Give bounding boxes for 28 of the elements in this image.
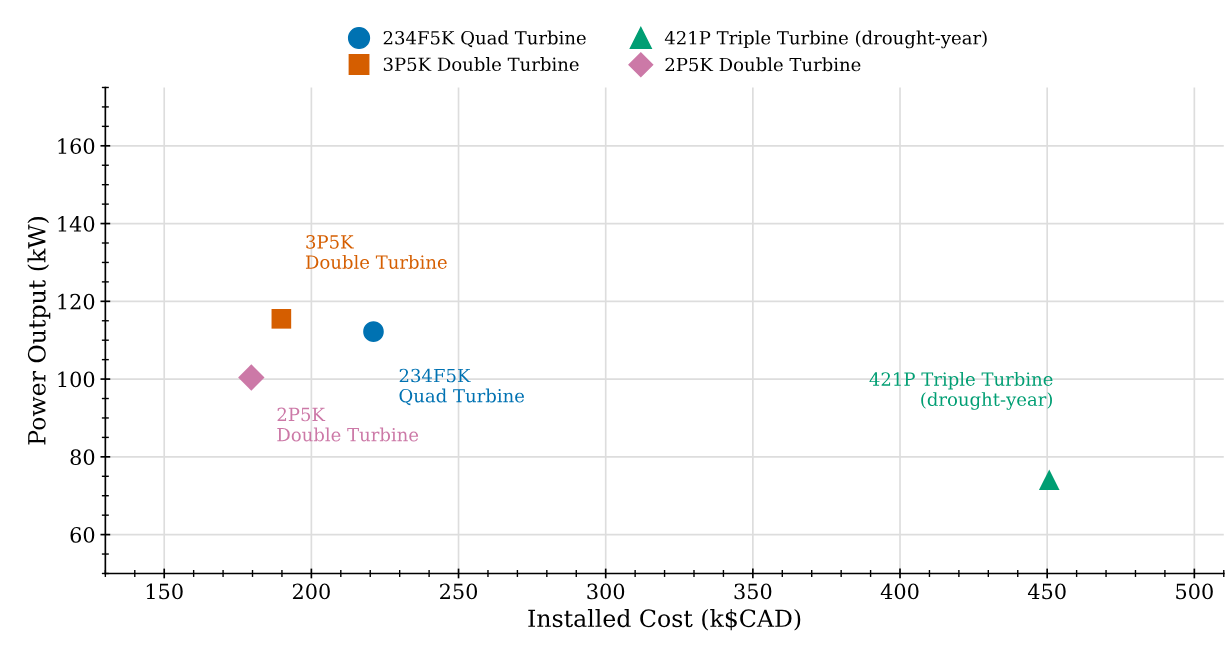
x-tick-label: 250: [440, 583, 478, 600]
annotation: 3P5K Double Turbine: [305, 235, 447, 269]
y-tick-label: 60: [70, 527, 95, 543]
x-tick-label: 300: [587, 583, 625, 600]
x-tick-label: 500: [1176, 583, 1213, 600]
y-tick-label: 160: [58, 138, 95, 155]
annotation: 421P Triple Turbine (drought-year): [869, 371, 1053, 410]
legend-label: 234F5K Quad Turbine: [383, 30, 586, 48]
point: [271, 309, 292, 329]
x-tick-label: 150: [146, 583, 183, 600]
legend-label: 2P5K Double Turbine: [665, 57, 861, 72]
y-axis-title: Power Output (kW): [27, 217, 51, 445]
point: [238, 364, 265, 391]
annotation: 2P5K Double Turbine: [277, 407, 419, 442]
x-tick-label: 450: [1027, 583, 1066, 600]
x-tick-label: 350: [734, 583, 772, 600]
point: [1038, 469, 1060, 491]
y-tick-label: 120: [58, 293, 95, 310]
legend-label: 3P5K Double Turbine: [383, 57, 579, 72]
point: [363, 321, 384, 342]
y-tick-label: 140: [58, 216, 95, 232]
x-tick-label: 400: [880, 583, 919, 600]
legend-label: 421P Triple Turbine (drought-year): [664, 30, 987, 49]
x-axis-title: Installed Cost (k$CAD): [528, 608, 801, 631]
annotation: 234F5K Quad Turbine: [399, 368, 525, 406]
y-tick-label: 80: [70, 449, 95, 466]
y-tick-label: 100: [58, 371, 95, 388]
x-tick-label: 200: [292, 583, 330, 600]
